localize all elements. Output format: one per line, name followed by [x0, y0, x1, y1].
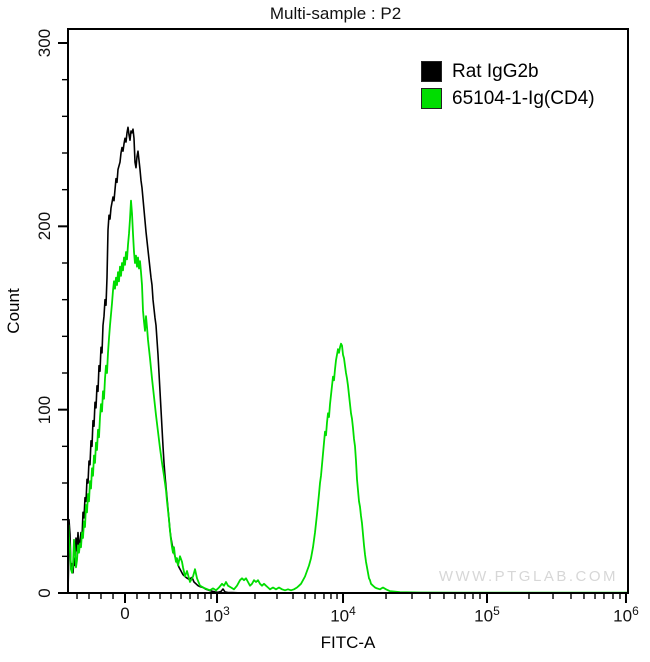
legend-label: Rat IgG2b: [452, 60, 539, 82]
curve-rat-igg2b: [67, 126, 246, 594]
y-axis-label: Count: [4, 288, 23, 334]
plot-frame: [67, 28, 629, 594]
chart-title: Multi-sample : P2: [269, 4, 402, 23]
legend-item-rat-igg2b: Rat IgG2b: [421, 58, 595, 85]
legend-label: 65104-1-Ig(CD4): [452, 87, 595, 109]
legend-swatch-green: [421, 88, 442, 109]
watermark: WWW.PTGLAB.COM: [438, 568, 618, 585]
x-axis-label: FITC-A: [320, 633, 376, 652]
legend-swatch-black: [421, 61, 442, 82]
curve-cd4: [67, 199, 629, 594]
legend: Rat IgG2b 65104-1-Ig(CD4): [421, 58, 595, 112]
legend-item-cd4: 65104-1-Ig(CD4): [421, 85, 595, 112]
